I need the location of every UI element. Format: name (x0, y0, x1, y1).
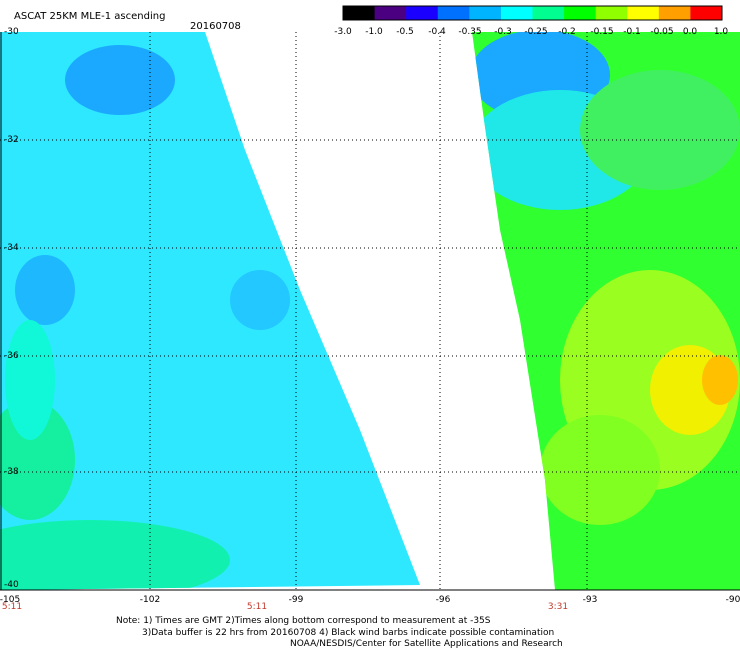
colorbar-segment (595, 6, 628, 20)
footnote-line-1: Note: 1) Times are GMT 2)Times along bot… (116, 616, 491, 626)
colorbar-label: 1.0 (713, 27, 729, 37)
lat-label: -38 (4, 467, 19, 477)
date-label: 20160708 (190, 21, 241, 32)
pass-time-label: 5:11 (1, 602, 23, 612)
colorbar-segment (343, 6, 376, 20)
pass-time-label: 3:31 (547, 602, 569, 612)
footnote-line-2: 3)Data buffer is 22 hrs from 20160708 4)… (142, 628, 555, 638)
colorbar-label: -0.05 (650, 27, 674, 37)
colorbar-segment (532, 6, 565, 20)
lon-label: -93 (582, 595, 598, 605)
lon-label: -99 (288, 595, 304, 605)
pass-time-label: 5:11 (246, 602, 268, 612)
colorbar-segment (690, 6, 723, 20)
map-grid (0, 32, 740, 590)
colorbar-label: 0.0 (682, 27, 698, 37)
lon-label: -105 (0, 595, 21, 605)
lat-label: -40 (4, 580, 19, 590)
lat-label: -32 (4, 135, 19, 145)
colorbar-label: -0.15 (590, 27, 614, 37)
colorbar-border (342, 5, 723, 21)
colorbar-label: -0.25 (524, 27, 548, 37)
lat-label: -36 (4, 351, 19, 361)
colorbar-segment (500, 6, 533, 20)
colorbar-label: -0.4 (428, 27, 446, 37)
colorbar-segment (374, 6, 407, 20)
left-swath-data (0, 32, 420, 590)
colorbar-segment (437, 6, 470, 20)
colorbar-segment (406, 6, 439, 20)
colorbar (342, 5, 723, 21)
page-title: ASCAT 25KM MLE-1 ascending (14, 11, 166, 22)
colorbar-label: -1.0 (365, 27, 383, 37)
colorbar-label: -3.0 (334, 27, 352, 37)
lon-label: -90 (725, 595, 740, 605)
colorbar-segment (658, 6, 691, 20)
colorbar-segment (627, 6, 660, 20)
colorbar-segment (469, 6, 502, 20)
colorbar-segment (564, 6, 597, 20)
colorbar-label: -0.1 (623, 27, 641, 37)
lat-label: -30 (4, 27, 19, 37)
right-swath-data (472, 32, 740, 590)
colorbar-label: -0.3 (494, 27, 512, 37)
colorbar-label: -0.5 (396, 27, 414, 37)
lon-label: -102 (139, 595, 161, 605)
lon-label: -96 (435, 595, 451, 605)
colorbar-label: -0.35 (458, 27, 482, 37)
lat-label: -34 (4, 243, 19, 253)
footnote-line-3: NOAA/NESDIS/Center for Satellite Applica… (290, 639, 563, 649)
colorbar-label: -0.2 (558, 27, 576, 37)
